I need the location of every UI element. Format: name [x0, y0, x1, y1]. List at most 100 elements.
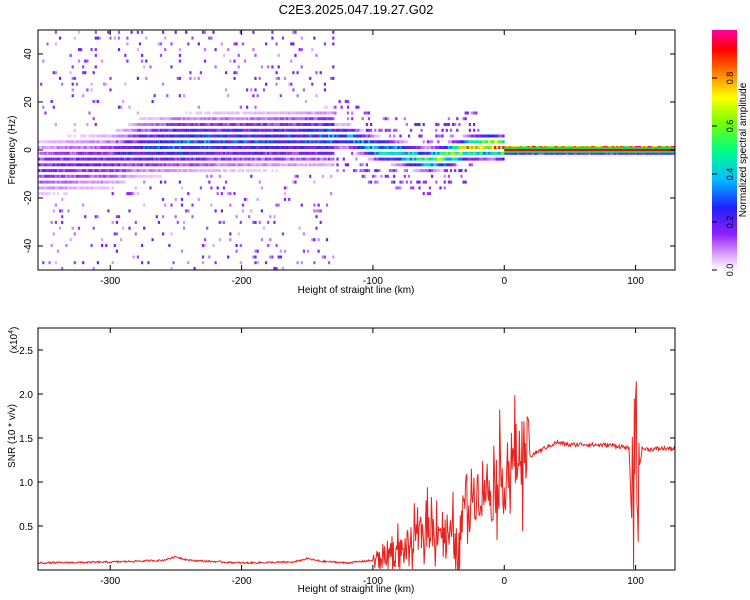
heatmap-cell	[395, 157, 398, 161]
heatmap-cell	[90, 151, 93, 155]
heatmap-cell	[180, 128, 184, 132]
heatmap-cell	[50, 163, 53, 167]
heatmap-cell	[225, 151, 228, 155]
heatmap-cell	[216, 186, 219, 190]
heatmap-cell	[113, 134, 116, 138]
heatmap-cell	[84, 146, 87, 149]
heatmap-cell	[80, 186, 83, 190]
heatmap-cell	[376, 146, 379, 149]
heatmap-cell	[307, 151, 310, 155]
heatmap-cell	[359, 169, 362, 173]
heatmap-cell	[346, 111, 350, 115]
heatmap-cell	[262, 157, 266, 161]
heatmap-cell	[201, 128, 205, 132]
heatmap-cell	[328, 111, 331, 115]
heatmap-cell	[42, 146, 45, 149]
heatmap-cell	[86, 151, 89, 155]
heatmap-cell	[340, 140, 343, 144]
heatmap-cell	[136, 163, 139, 167]
heatmap-cell	[321, 117, 324, 121]
heatmap-cell	[54, 174, 57, 178]
heatmap-cell	[189, 76, 192, 80]
colorbar-tick-label: 0.8	[725, 72, 735, 85]
heatmap-cell	[376, 169, 379, 173]
heatmap-cell	[44, 157, 47, 161]
heatmap-cell	[437, 169, 440, 173]
heatmap-cell	[235, 123, 238, 126]
heatmap-cell	[229, 151, 232, 155]
heatmap-cell	[332, 163, 335, 167]
heatmap-cell	[498, 146, 501, 149]
heatmap-cell	[147, 163, 150, 167]
heatmap-cell	[269, 111, 272, 115]
heatmap-cell	[52, 209, 55, 213]
heatmap-cell	[193, 140, 196, 144]
heatmap-cell	[128, 146, 131, 149]
heatmap-cell	[376, 140, 379, 144]
heatmap-cell	[273, 140, 276, 144]
heatmap-cell	[361, 151, 364, 155]
heatmap-cell	[365, 111, 368, 115]
heatmap-cell	[96, 100, 99, 103]
heatmap-cell	[214, 111, 217, 115]
heatmap-cell	[128, 157, 131, 161]
heatmap-cell	[113, 163, 116, 167]
heatmap-cell	[378, 151, 381, 155]
heatmap-cell	[470, 157, 474, 161]
heatmap-cell	[487, 151, 490, 155]
heatmap-cell	[300, 157, 303, 161]
heatmap-cell	[445, 169, 448, 173]
heatmap-cell	[260, 140, 263, 144]
heatmap-cell	[128, 226, 131, 230]
heatmap-cell	[183, 94, 186, 98]
heatmap-cell	[191, 36, 194, 40]
heatmap-cell	[622, 151, 625, 155]
heatmap-cell	[279, 111, 282, 115]
heatmap-cell	[279, 94, 282, 98]
heatmap-cell	[122, 151, 125, 155]
heatmap-cell	[286, 186, 289, 190]
heatmap-cell	[69, 186, 72, 190]
heatmap-cell	[195, 151, 198, 155]
heatmap-cell	[101, 180, 104, 184]
heatmap-cell	[115, 249, 118, 253]
heatmap-cell	[145, 123, 148, 126]
heatmap-cell	[67, 186, 70, 190]
heatmap-cell	[220, 209, 223, 213]
heatmap-cell	[96, 146, 99, 149]
heatmap-cell	[351, 151, 354, 155]
heatmap-cell	[315, 53, 318, 57]
heatmap-cell	[454, 140, 457, 144]
heatmap-cell	[233, 151, 236, 155]
heatmap-cell	[372, 157, 375, 161]
heatmap-cell	[69, 163, 72, 167]
heatmap-cell	[260, 163, 263, 167]
heatmap-cell	[239, 128, 242, 132]
heatmap-cell	[323, 146, 326, 149]
heatmap-cell	[65, 169, 68, 173]
heatmap-cell	[273, 128, 276, 132]
heatmap-cell	[69, 157, 72, 161]
heatmap-cell	[126, 140, 129, 144]
heatmap-cell	[277, 65, 280, 69]
heatmap-cell	[180, 140, 184, 144]
heatmap-cell	[483, 140, 486, 144]
heatmap-cell	[252, 94, 255, 98]
heatmap-cell	[222, 151, 226, 155]
heatmap-cell	[42, 192, 45, 196]
heatmap-cell	[56, 174, 60, 178]
heatmap-cell	[414, 169, 417, 173]
heatmap-cell	[216, 140, 219, 144]
heatmap-cell	[359, 146, 362, 149]
heatmap-cell	[267, 151, 270, 155]
heatmap-cell	[449, 157, 453, 161]
heatmap-cell	[439, 146, 442, 149]
heatmap-cell	[56, 157, 60, 161]
heatmap-cell	[80, 140, 83, 144]
heatmap-cell	[141, 117, 144, 121]
heatmap-cell	[380, 151, 383, 155]
heatmap-cell	[227, 134, 230, 138]
heatmap-cell	[283, 197, 287, 201]
heatmap-cell	[191, 151, 194, 155]
heatmap-cell	[227, 111, 230, 115]
